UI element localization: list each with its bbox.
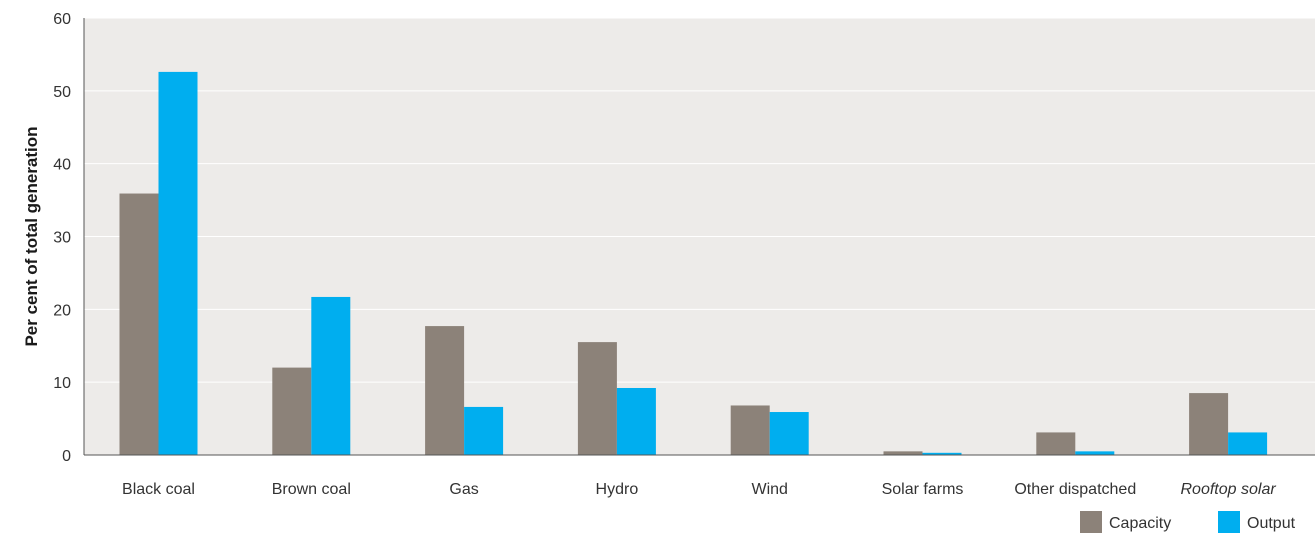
bar-capacity (119, 193, 159, 456)
bar-output (1228, 432, 1268, 455)
bars (119, 71, 1268, 456)
bar-output (616, 387, 656, 455)
y-tick-label: 20 (53, 302, 71, 319)
x-category-label: Wind (751, 481, 787, 498)
bar-capacity (883, 451, 923, 455)
x-category-label: Solar farms (882, 481, 964, 498)
x-category-label: Hydro (596, 481, 639, 498)
y-tick-label: 60 (53, 11, 71, 28)
bar-capacity (1189, 393, 1229, 455)
y-axis-title: Per cent of total generation (22, 126, 41, 346)
y-tick-label: 40 (53, 157, 71, 174)
legend-swatch-output (1218, 511, 1240, 533)
bar-capacity (577, 342, 617, 455)
x-category-label: Other dispatched (1014, 481, 1136, 498)
bar-output (1075, 451, 1115, 455)
legend-swatch-capacity (1080, 511, 1102, 533)
bar-output (311, 296, 351, 455)
bar-output (922, 452, 962, 455)
legend: Capacity Output (1080, 511, 1296, 533)
x-category-label: Black coal (122, 481, 195, 498)
x-category-label: Rooftop solar (1181, 481, 1277, 498)
bar-capacity (425, 326, 465, 455)
x-category-labels: Black coal Brown coal Gas Hydro Wind Solar fa… (122, 481, 1276, 498)
bar-output (464, 406, 504, 455)
bar-capacity (1036, 432, 1076, 455)
bar-output (158, 71, 198, 455)
y-tick-labels: 0 10 20 30 40 50 60 (53, 11, 71, 465)
legend-label-output: Output (1247, 515, 1296, 532)
y-tick-label: 0 (62, 448, 71, 465)
bar-capacity (272, 367, 312, 455)
x-category-label: Gas (449, 481, 478, 498)
y-tick-label: 30 (53, 230, 71, 247)
x-category-label: Brown coal (272, 481, 351, 498)
legend-label-capacity: Capacity (1109, 515, 1171, 532)
y-tick-label: 10 (53, 375, 71, 392)
bar-output (769, 412, 809, 455)
y-tick-label: 50 (53, 84, 71, 101)
bar-capacity (730, 405, 770, 455)
